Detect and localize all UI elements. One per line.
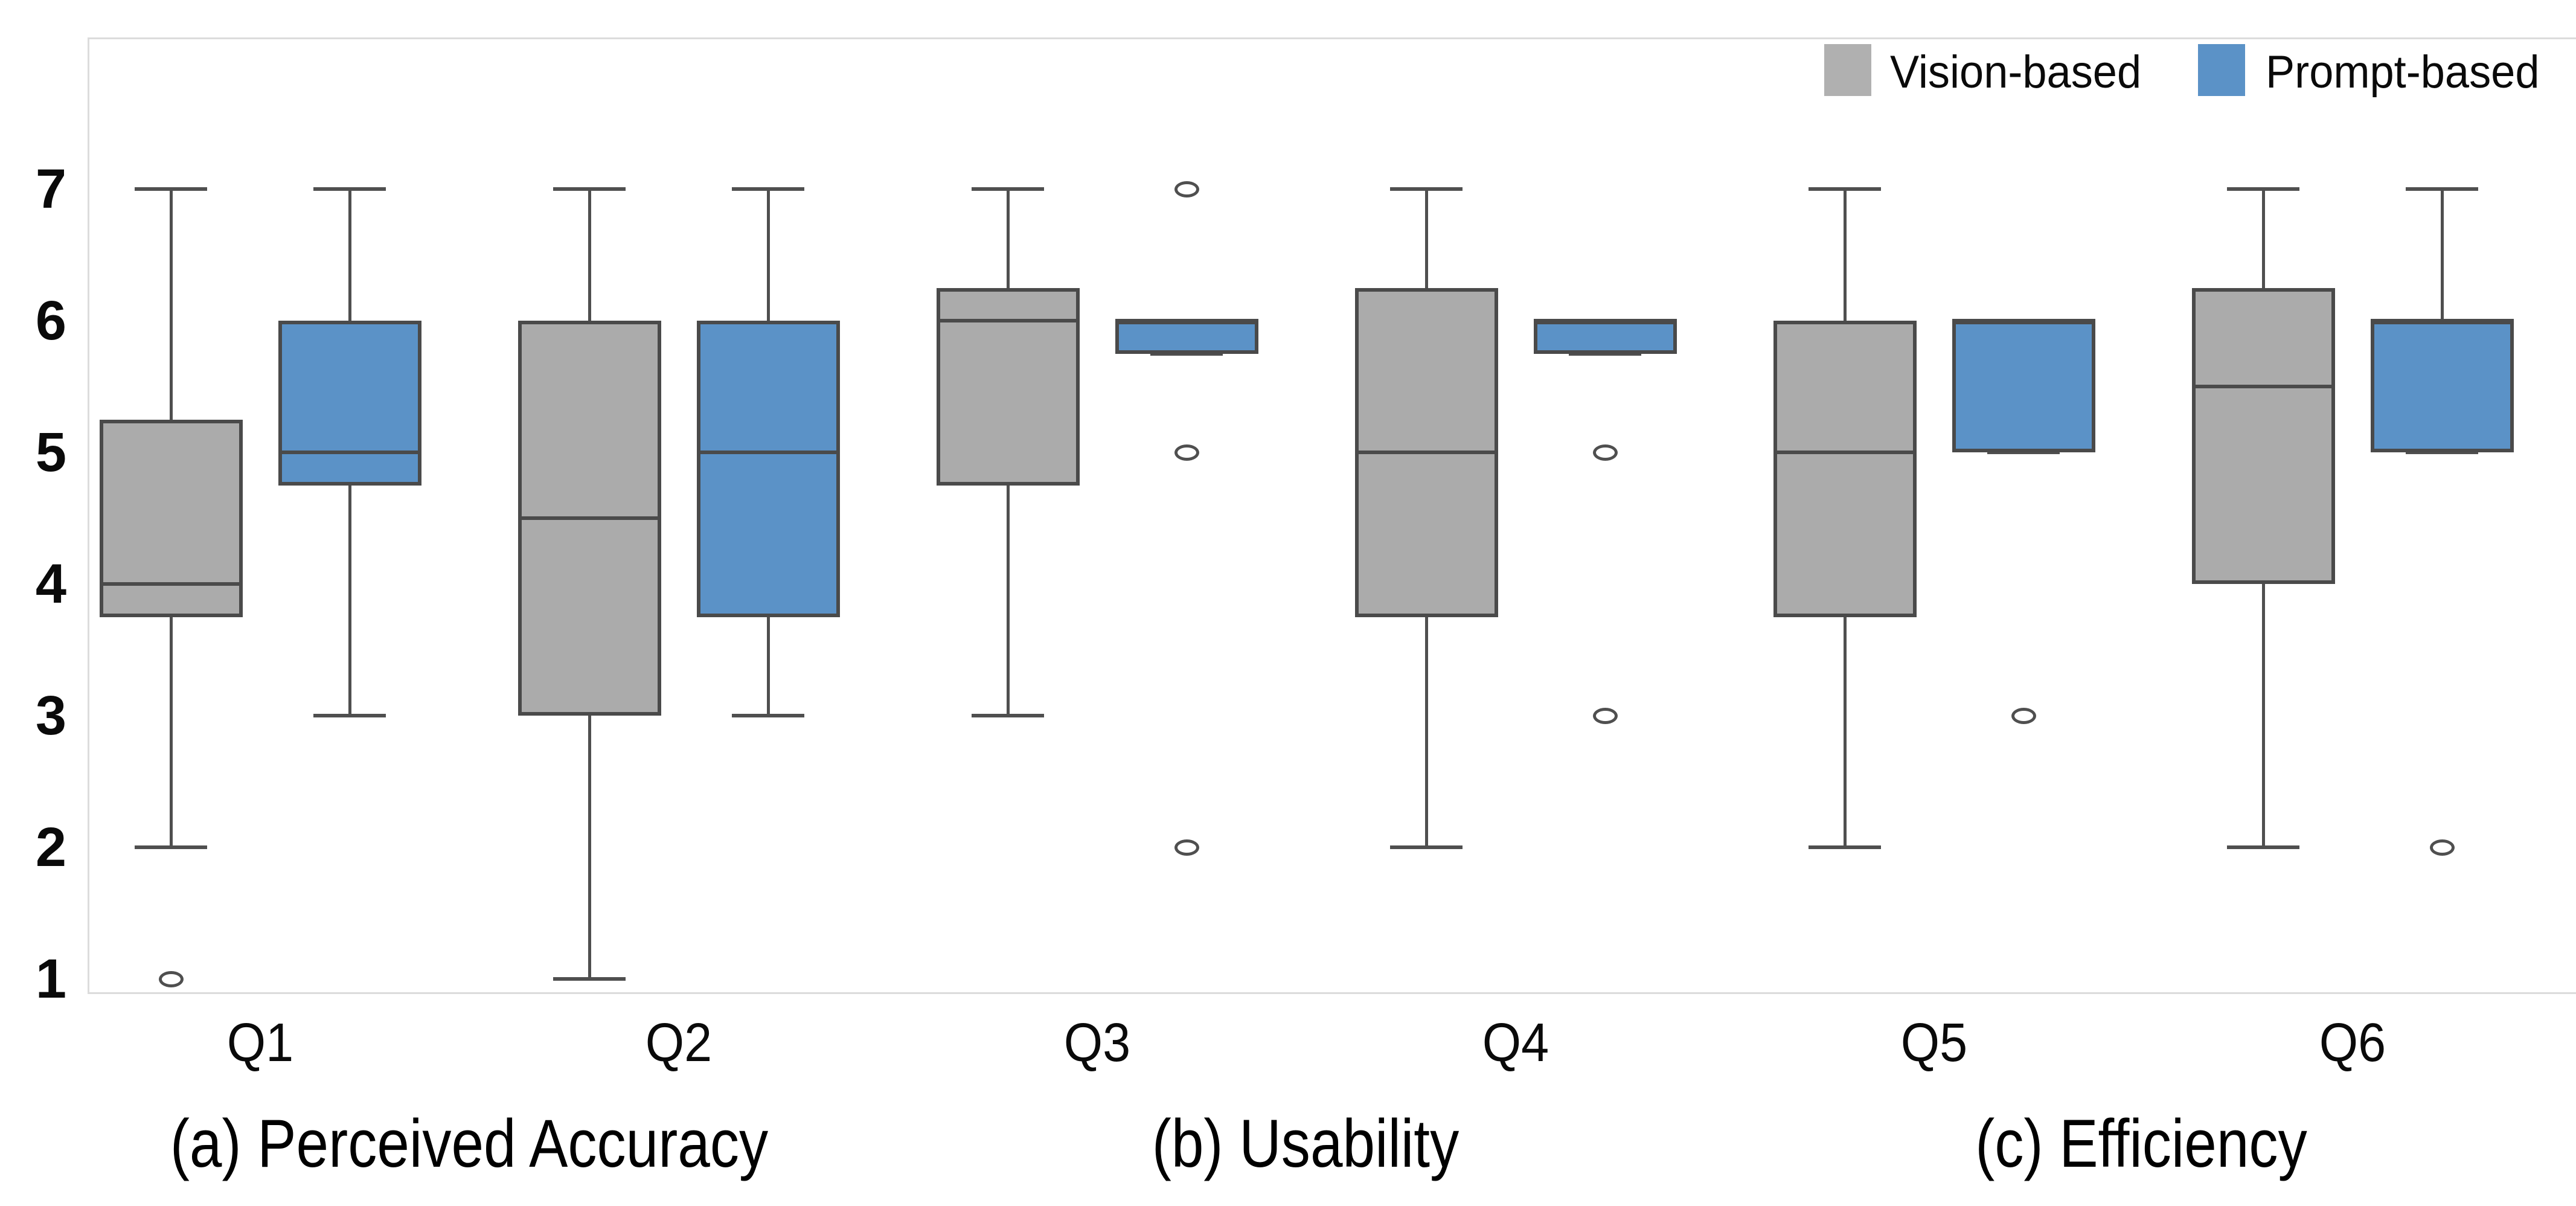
legend-label-vision: Vision-based bbox=[1890, 47, 2142, 98]
caption-efficiency: (c) Efficiency bbox=[1975, 1106, 2307, 1181]
box-vision-q5 bbox=[1773, 321, 1917, 617]
legend-swatch-vision bbox=[1824, 44, 1871, 96]
box-prompt-q5 bbox=[1952, 321, 2095, 452]
whisker-upper-vision-q3 bbox=[1007, 189, 1010, 288]
whisker-cap-bottom-prompt-q2 bbox=[732, 714, 804, 717]
box-prompt-q2 bbox=[696, 321, 840, 617]
median-prompt-q6 bbox=[2370, 319, 2514, 322]
whisker-cap-top-vision-q4 bbox=[1390, 187, 1463, 191]
whisker-cap-top-vision-q6 bbox=[2227, 187, 2299, 191]
plot-left-spine bbox=[88, 37, 89, 994]
legend-label-prompt: Prompt-based bbox=[2266, 47, 2540, 98]
whisker-cap-bottom-vision-q4 bbox=[1390, 845, 1463, 849]
legend-swatch-prompt bbox=[2198, 44, 2245, 96]
whisker-upper-prompt-q6 bbox=[2441, 189, 2444, 321]
median-vision-q4 bbox=[1354, 451, 1498, 454]
box-vision-q1 bbox=[99, 419, 243, 617]
whisker-upper-vision-q1 bbox=[170, 189, 173, 420]
whisker-cap-top-vision-q5 bbox=[1809, 187, 1881, 191]
whisker-lower-vision-q3 bbox=[1007, 485, 1010, 716]
whisker-lower-vision-q1 bbox=[170, 617, 173, 847]
box-prompt-q3 bbox=[1115, 321, 1258, 354]
whisker-cap-top-vision-q2 bbox=[553, 187, 626, 191]
y-tick-label-3: 3 bbox=[35, 685, 66, 746]
median-vision-q6 bbox=[2191, 385, 2335, 388]
x-tick-label-q4: Q4 bbox=[1482, 1013, 1549, 1073]
outlier-prompt-q6-2 bbox=[2429, 839, 2455, 856]
whisker-cap-bottom-vision-q6 bbox=[2227, 845, 2299, 849]
whisker-cap-top-prompt-q2 bbox=[732, 187, 804, 191]
whisker-cap-bottom-prompt-q3 bbox=[1150, 351, 1223, 356]
box-prompt-q4 bbox=[1533, 321, 1677, 354]
caption-usability: (b) Usability bbox=[1152, 1106, 1459, 1181]
whisker-cap-bottom-prompt-q1 bbox=[313, 714, 386, 717]
median-prompt-q1 bbox=[278, 451, 421, 454]
whisker-upper-vision-q2 bbox=[588, 189, 591, 321]
whisker-upper-prompt-q1 bbox=[348, 189, 351, 321]
whisker-cap-top-vision-q1 bbox=[135, 187, 207, 191]
whisker-cap-bottom-vision-q1 bbox=[135, 845, 207, 849]
whisker-cap-top-prompt-q1 bbox=[313, 187, 386, 191]
x-tick-label-q3: Q3 bbox=[1063, 1013, 1131, 1073]
box-prompt-q6 bbox=[2370, 321, 2514, 452]
whisker-cap-bottom-prompt-q5 bbox=[1987, 451, 2060, 454]
whisker-upper-prompt-q2 bbox=[767, 189, 770, 321]
x-tick-label-q5: Q5 bbox=[1900, 1013, 1968, 1073]
whisker-lower-prompt-q1 bbox=[348, 485, 351, 716]
whisker-upper-vision-q4 bbox=[1425, 189, 1428, 288]
median-prompt-q4 bbox=[1533, 319, 1677, 322]
median-prompt-q5 bbox=[1952, 319, 2095, 322]
outlier-prompt-q3-7 bbox=[1174, 181, 1199, 197]
median-vision-q2 bbox=[517, 516, 661, 520]
whisker-cap-bottom-prompt-q6 bbox=[2406, 451, 2478, 454]
median-prompt-q2 bbox=[696, 451, 840, 454]
whisker-upper-vision-q6 bbox=[2262, 189, 2265, 288]
whisker-cap-bottom-prompt-q4 bbox=[1569, 351, 1641, 356]
y-tick-label-7: 7 bbox=[35, 158, 66, 220]
median-vision-q3 bbox=[936, 319, 1080, 322]
whisker-lower-vision-q2 bbox=[588, 716, 591, 979]
box-vision-q3 bbox=[936, 287, 1080, 486]
outlier-prompt-q3-2 bbox=[1174, 839, 1199, 856]
x-tick-label-q6: Q6 bbox=[2319, 1013, 2386, 1073]
box-vision-q6 bbox=[2191, 287, 2335, 584]
whisker-upper-vision-q5 bbox=[1844, 189, 1847, 321]
whisker-lower-vision-q4 bbox=[1425, 617, 1428, 847]
median-vision-q5 bbox=[1773, 451, 1917, 454]
whisker-cap-bottom-vision-q2 bbox=[553, 977, 626, 981]
outlier-prompt-q3-5 bbox=[1174, 444, 1199, 461]
x-tick-label-q1: Q1 bbox=[226, 1013, 294, 1073]
y-tick-label-4: 4 bbox=[35, 553, 66, 615]
outlier-prompt-q4-3 bbox=[1592, 707, 1618, 724]
whisker-cap-top-prompt-q6 bbox=[2406, 187, 2478, 191]
y-tick-label-2: 2 bbox=[35, 816, 66, 878]
plot-bottom-spine bbox=[88, 992, 2576, 994]
caption-perceived-accuracy: (a) Perceived Accuracy bbox=[170, 1106, 769, 1181]
median-prompt-q3 bbox=[1115, 319, 1258, 322]
whisker-lower-prompt-q2 bbox=[767, 617, 770, 716]
whisker-lower-vision-q5 bbox=[1844, 617, 1847, 847]
outlier-prompt-q5-3 bbox=[2011, 707, 2036, 724]
whisker-lower-vision-q6 bbox=[2262, 584, 2265, 847]
outlier-prompt-q4-5 bbox=[1592, 444, 1618, 461]
median-vision-q1 bbox=[99, 582, 243, 586]
y-tick-label-1: 1 bbox=[35, 948, 66, 1010]
box-prompt-q1 bbox=[278, 321, 421, 486]
y-tick-label-6: 6 bbox=[35, 290, 66, 351]
outlier-vision-q1-1 bbox=[158, 970, 184, 987]
whisker-cap-bottom-vision-q5 bbox=[1809, 845, 1881, 849]
y-tick-label-5: 5 bbox=[35, 422, 66, 483]
plot-top-spine bbox=[88, 37, 2576, 39]
x-tick-label-q2: Q2 bbox=[645, 1013, 713, 1073]
whisker-cap-top-vision-q3 bbox=[972, 187, 1044, 191]
whisker-cap-bottom-vision-q3 bbox=[972, 714, 1044, 717]
